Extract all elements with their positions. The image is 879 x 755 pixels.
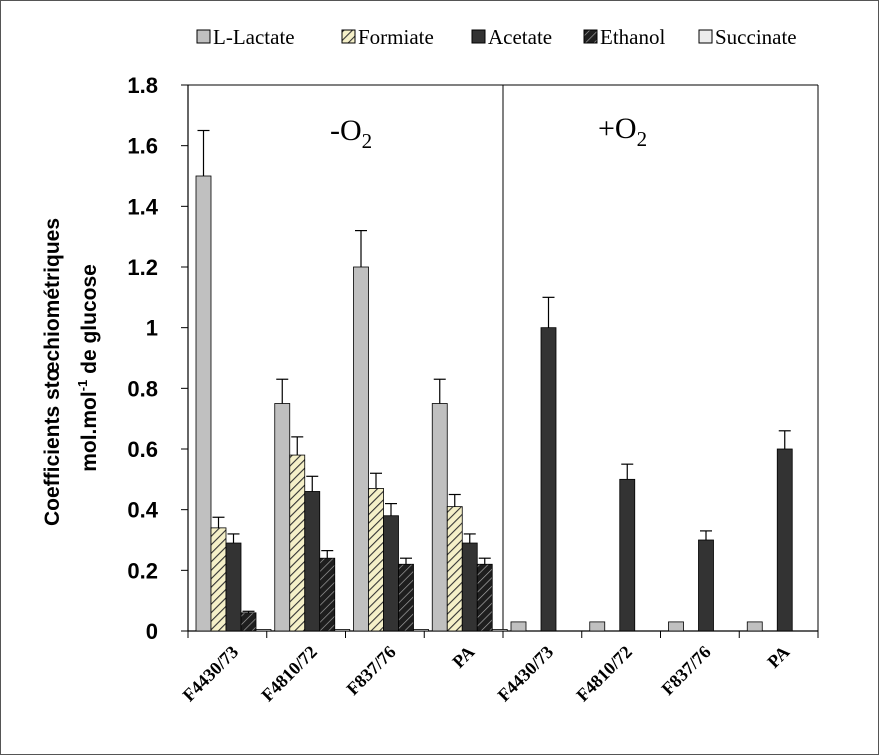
y-tick-label: 1.2: [127, 255, 158, 280]
bar-succinate-1: [334, 629, 351, 632]
panel-label-subscript: 2: [362, 129, 373, 153]
bar-acetate-7: [776, 448, 793, 632]
bar-ethanol-3: [476, 563, 493, 632]
y-axis-label-line1: Coefficients stœchiométriques: [41, 218, 64, 526]
y-tick-label: 0.8: [127, 376, 158, 401]
bar-llactate-1: [274, 403, 291, 632]
bar-formiate-3: [446, 506, 463, 632]
legend-swatch: [196, 29, 211, 44]
bar-succinate-0: [255, 629, 272, 632]
y-tick-label: 0.6: [127, 437, 158, 462]
bar-acetate-1: [304, 491, 321, 632]
y-tick-label: 1: [146, 316, 158, 341]
bar-formiate-1: [289, 454, 306, 632]
y-tick-label: 1.8: [127, 73, 158, 98]
bar-acetate-3: [461, 542, 478, 632]
legend-label: Succinate: [715, 25, 797, 49]
legend-swatch: [471, 29, 486, 44]
y-axis-label: Coefficients stœchiométriques mol.mol-1 d…: [41, 218, 101, 526]
bar-succinate-3: [491, 629, 508, 632]
legend-label: L-Lactate: [213, 25, 295, 49]
legend-label: Ethanol: [600, 25, 665, 49]
bar-ethanol-1: [319, 557, 336, 632]
bar-llactate-4: [510, 621, 527, 632]
bar-ethanol-2: [398, 563, 414, 632]
bar-acetate-0: [225, 542, 242, 632]
y-axis-label-superscript: -1: [75, 380, 90, 392]
bar-ethanol-0: [240, 612, 257, 632]
y-tick-label: 0: [146, 619, 158, 644]
bar-acetate-5: [619, 478, 636, 632]
legend-swatch: [341, 29, 356, 44]
bar-acetate-2: [383, 515, 399, 632]
bar-llactate-6: [668, 621, 684, 632]
bar-llactate-7: [746, 621, 763, 632]
legend-swatch: [583, 29, 598, 44]
bar-llactate-5: [589, 621, 606, 632]
y-tick-label: 0.4: [127, 498, 158, 523]
bar-acetate-4: [540, 327, 557, 632]
legend: L-Lactate Formiate Acetate Ethanol Succinate: [196, 25, 797, 49]
bar-llactate-3: [431, 403, 448, 632]
bar-acetate-6: [698, 539, 714, 632]
bar-formiate-2: [368, 488, 384, 632]
y-tick-label: 0.2: [127, 558, 158, 583]
bar-formiate-0: [210, 527, 227, 632]
y-tick-label: 1.4: [127, 194, 158, 219]
y-axis-label-unit: mol.mol: [78, 391, 101, 472]
bar-llactate-2: [353, 266, 369, 632]
panel-label-subscript: 2: [637, 127, 648, 151]
legend-swatch: [698, 29, 713, 44]
bar-llactate-0: [195, 175, 212, 632]
legend-label: Formiate: [358, 25, 434, 49]
y-axis-label-line2: mol.mol-1 de glucose: [75, 264, 101, 472]
y-tick-label: 1.6: [127, 134, 158, 159]
legend-label: Acetate: [488, 25, 552, 49]
y-axis-label-suffix: de glucose: [78, 264, 101, 380]
bar-succinate-2: [413, 629, 429, 632]
